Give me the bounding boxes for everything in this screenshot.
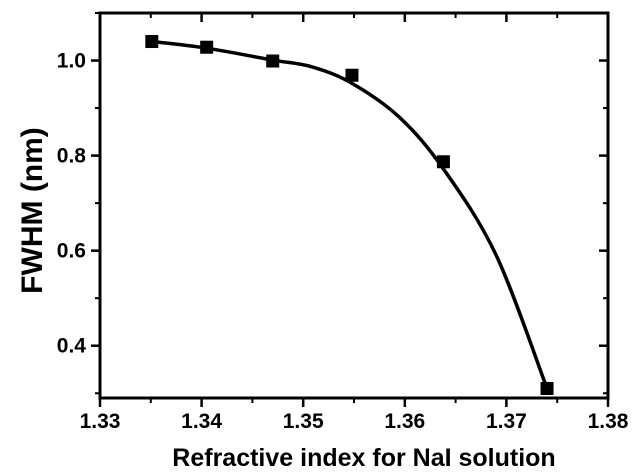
fit-curve	[151, 39, 549, 390]
x-axis-label: Refractive index for NaI solution	[172, 444, 555, 472]
data-point	[540, 381, 554, 395]
y-axis-ticks: 0.4 0.6 0.8 1.0	[57, 12, 608, 395]
x-tick-label: 1.36	[384, 410, 425, 433]
y-tick-label: 0.8	[57, 145, 87, 168]
y-tick-label: 0.4	[57, 335, 87, 358]
data-points	[145, 35, 554, 395]
x-tick-label: 1.37	[486, 410, 527, 433]
x-tick-label: 1.35	[283, 410, 324, 433]
x-tick-label: 1.38	[588, 410, 629, 433]
x-tick-label: 1.34	[181, 410, 222, 433]
data-point	[345, 68, 359, 82]
y-axis-label: FWHM (nm)	[16, 127, 49, 294]
data-point	[145, 35, 159, 49]
y-tick-label: 1.0	[57, 50, 86, 73]
data-point	[266, 54, 280, 68]
x-tick-label: 1.33	[80, 410, 121, 433]
data-point	[200, 40, 214, 54]
data-point	[436, 155, 450, 169]
x-axis-ticks: 1.33 1.34 1.35 1.36 1.37 1.38	[80, 13, 629, 433]
y-tick-label: 0.6	[57, 240, 86, 263]
